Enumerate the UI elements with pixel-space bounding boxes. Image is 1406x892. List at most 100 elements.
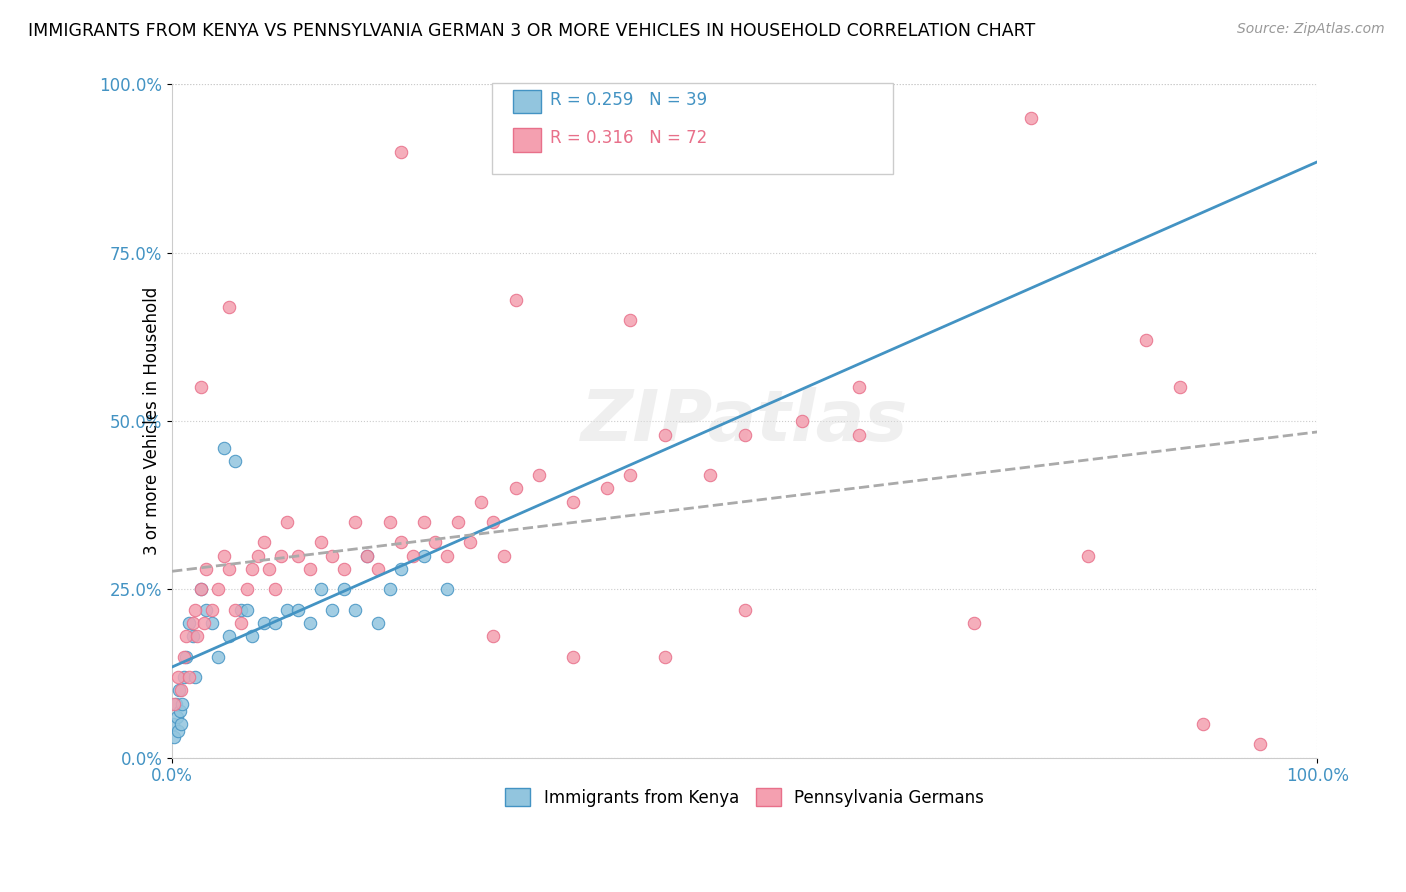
Point	[470, 495, 492, 509]
Point	[378, 582, 401, 597]
Text: IMMIGRANTS FROM KENYA VS PENNSYLVANIA GERMAN 3 OR MORE VEHICLES IN HOUSEHOLD COR: IMMIGRANTS FROM KENYA VS PENNSYLVANIA GE…	[28, 22, 1035, 40]
Point	[235, 582, 257, 597]
Point	[246, 549, 269, 563]
Point	[162, 717, 184, 731]
Point	[212, 549, 235, 563]
Point	[333, 582, 356, 597]
Point	[224, 454, 246, 468]
Point	[170, 683, 193, 698]
Point	[253, 615, 276, 630]
Point	[356, 549, 378, 563]
Point	[734, 602, 756, 616]
Point	[1168, 380, 1191, 394]
Point	[734, 427, 756, 442]
Point	[165, 697, 187, 711]
Point	[212, 441, 235, 455]
Point	[224, 602, 246, 616]
Point	[184, 602, 207, 616]
Point	[193, 615, 215, 630]
Point	[401, 549, 423, 563]
Point	[186, 630, 208, 644]
Point	[179, 670, 201, 684]
Point	[1077, 549, 1099, 563]
Point	[190, 582, 212, 597]
Point	[181, 615, 204, 630]
Point	[561, 649, 583, 664]
Point	[264, 582, 287, 597]
Point	[179, 615, 201, 630]
Point	[1019, 111, 1042, 125]
Point	[344, 515, 367, 529]
Text: Source: ZipAtlas.com: Source: ZipAtlas.com	[1237, 22, 1385, 37]
Point	[378, 515, 401, 529]
Point	[356, 549, 378, 563]
Point	[190, 380, 212, 394]
Point	[235, 602, 257, 616]
Point	[458, 535, 481, 549]
Point	[240, 630, 263, 644]
Point	[207, 649, 229, 664]
Point	[184, 670, 207, 684]
Point	[229, 602, 252, 616]
Point	[1135, 333, 1157, 347]
Point	[229, 615, 252, 630]
Point	[218, 630, 240, 644]
Point	[309, 582, 332, 597]
Point	[190, 582, 212, 597]
Point	[270, 549, 292, 563]
Point	[240, 562, 263, 576]
Point	[848, 380, 870, 394]
Point	[181, 630, 204, 644]
Point	[505, 293, 527, 307]
Point	[169, 704, 191, 718]
Point	[389, 535, 412, 549]
Point	[259, 562, 281, 576]
Point	[413, 549, 436, 563]
Point	[218, 300, 240, 314]
Point	[287, 549, 309, 563]
Point	[167, 683, 190, 698]
Point	[790, 414, 813, 428]
Point	[172, 697, 194, 711]
Point	[201, 615, 224, 630]
Point	[207, 582, 229, 597]
Point	[481, 630, 503, 644]
Point	[389, 145, 412, 159]
Point	[201, 602, 224, 616]
Point	[527, 467, 550, 482]
Point	[1191, 717, 1213, 731]
Point	[166, 723, 188, 738]
Point	[195, 602, 218, 616]
Text: ZIPatlas: ZIPatlas	[581, 386, 908, 456]
Point	[298, 562, 321, 576]
Point	[253, 535, 276, 549]
Point	[276, 515, 298, 529]
Point	[195, 562, 218, 576]
Point	[321, 549, 343, 563]
Point	[654, 427, 676, 442]
Point	[389, 562, 412, 576]
Point	[174, 630, 197, 644]
Point	[481, 515, 503, 529]
Point	[264, 615, 287, 630]
Point	[963, 615, 986, 630]
Point	[654, 649, 676, 664]
Text: R = 0.259   N = 39: R = 0.259 N = 39	[550, 91, 707, 109]
Point	[561, 495, 583, 509]
Text: R = 0.316   N = 72: R = 0.316 N = 72	[550, 129, 707, 147]
Point	[163, 731, 186, 745]
Point	[344, 602, 367, 616]
Point	[166, 670, 188, 684]
Point	[413, 515, 436, 529]
Point	[298, 615, 321, 630]
Point	[321, 602, 343, 616]
Point	[619, 467, 641, 482]
Point	[436, 549, 458, 563]
Y-axis label: 3 or more Vehicles in Household: 3 or more Vehicles in Household	[143, 287, 160, 555]
Point	[287, 602, 309, 616]
Point	[218, 562, 240, 576]
Point	[367, 562, 389, 576]
Point	[619, 313, 641, 327]
Point	[596, 481, 619, 495]
Point	[367, 615, 389, 630]
